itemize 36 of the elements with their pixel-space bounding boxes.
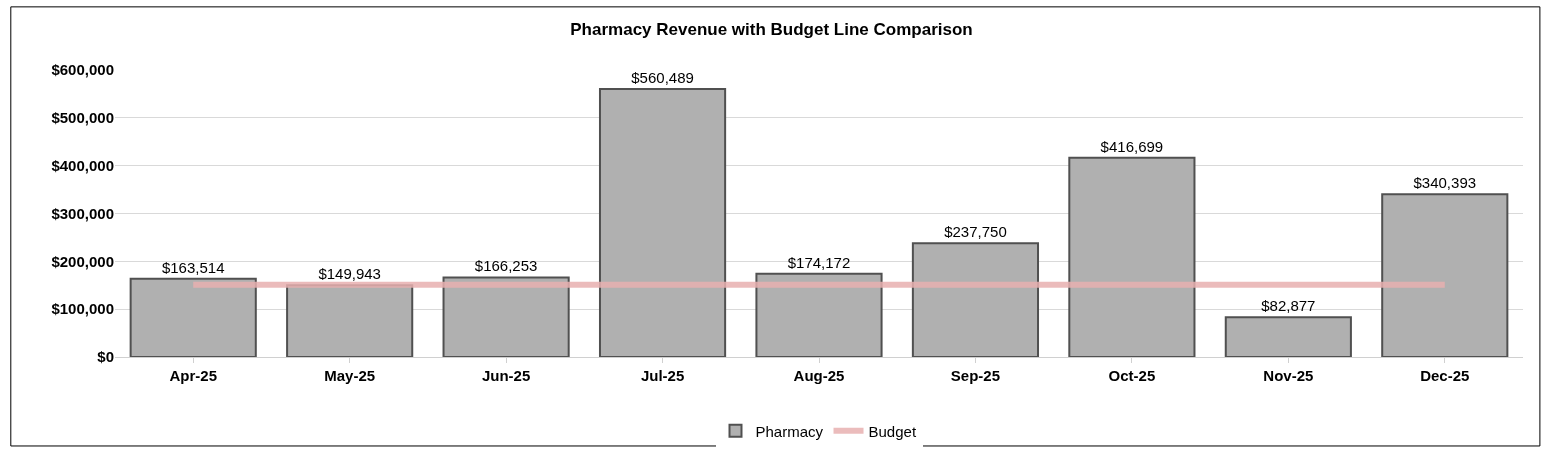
data-label: $82,877 xyxy=(1261,297,1316,315)
bar xyxy=(1224,316,1352,357)
data-label: $340,393 xyxy=(1413,174,1477,192)
bar xyxy=(1068,156,1196,357)
data-label: $174,172 xyxy=(787,253,851,271)
bar xyxy=(442,276,570,357)
y-tick-label: $100,000 xyxy=(51,300,114,318)
data-label: $237,750 xyxy=(944,223,1007,241)
data-label: $560,489 xyxy=(631,68,694,86)
bar xyxy=(129,277,257,357)
bar xyxy=(598,87,727,357)
x-tick-label: Nov-25 xyxy=(1263,367,1314,384)
y-tick-label: $400,000 xyxy=(51,156,114,174)
x-tick-label: Apr-25 xyxy=(169,367,217,384)
bar xyxy=(755,272,883,357)
legend-label: Pharmacy xyxy=(755,422,824,440)
x-tick-label: Dec-25 xyxy=(1420,367,1470,384)
y-tick-label: $500,000 xyxy=(51,109,114,127)
data-label: $416,699 xyxy=(1100,137,1164,155)
x-tick-label: Jul-25 xyxy=(640,367,685,384)
x-tick-label: Aug-25 xyxy=(793,367,845,384)
x-tick-label: May-25 xyxy=(324,367,376,384)
x-tick-label: Sep-25 xyxy=(950,367,1001,384)
data-label: $166,253 xyxy=(474,257,538,275)
y-tick-label: $600,000 xyxy=(51,61,114,79)
data-label: $149,943 xyxy=(318,265,381,283)
chart-title: Pharmacy Revenue with Budget Line Comparison xyxy=(570,19,973,39)
data-label: $163,514 xyxy=(161,258,225,276)
y-tick-label: $200,000 xyxy=(51,252,114,270)
y-tick-label: $0 xyxy=(97,348,114,366)
bar xyxy=(1381,193,1509,357)
y-tick-label: $300,000 xyxy=(51,204,114,222)
x-tick-label: Jun-25 xyxy=(481,367,531,384)
x-tick-label: Oct-25 xyxy=(1108,367,1156,384)
legend-label: Budget xyxy=(868,422,917,440)
bar xyxy=(911,242,1040,357)
